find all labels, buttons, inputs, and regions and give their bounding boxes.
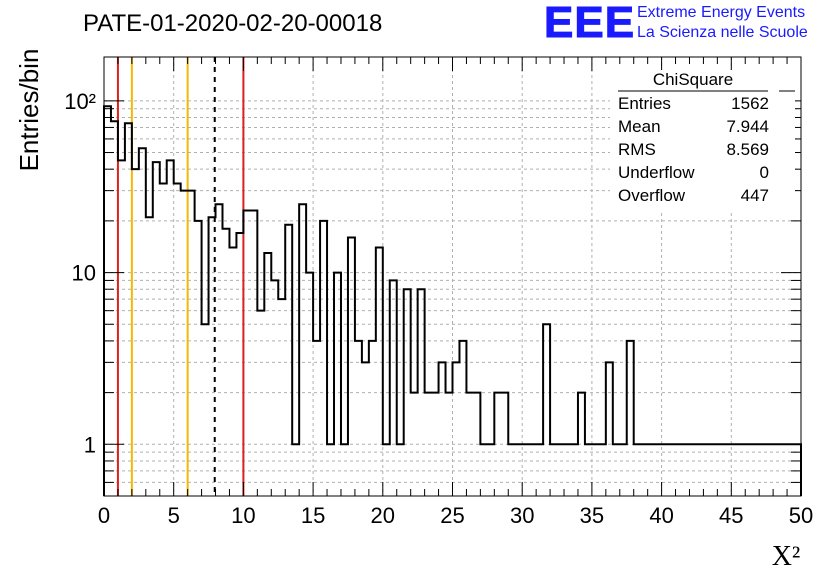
y-axis-label: Entries/bin [14,49,44,172]
x-tick-label: 20 [371,503,395,528]
stats-row-value: 8.569 [726,140,769,159]
stats-row-label: RMS [618,140,656,159]
stats-row-value: 447 [741,186,769,205]
x-tick-label: 50 [789,503,813,528]
x-tick-label: 25 [440,503,464,528]
y-tick-label: 10 [72,261,96,286]
x-tick-label: 15 [301,503,325,528]
x-tick-label: 40 [649,503,673,528]
axis-ticks [103,57,802,497]
x-tick-label: 30 [510,503,534,528]
org-name-line-1: Extreme Energy Events [637,4,806,21]
stats-row-label: Mean [618,117,661,136]
stats-row-label: Overflow [618,186,686,205]
x-tick-label: 5 [168,503,180,528]
x-axis-label: X² [772,541,801,572]
stats-row-value: 1562 [731,94,769,113]
x-tick-label: 10 [231,503,255,528]
y-tick-label: 1 [84,432,96,457]
vertical-markers [116,57,245,496]
y-tick-label: 10² [64,89,96,114]
stats-row-label: Entries [618,94,671,113]
stats-box-title: ChiSquare [653,70,733,89]
stats-row-value: 7.944 [726,117,769,136]
stats-row-value: 0 [760,163,769,182]
eee-logo: EEE [543,0,636,47]
stats-row-label: Underflow [618,163,695,182]
histogram-outline [103,105,802,496]
x-tick-label: 35 [580,503,604,528]
x-tick-label: 45 [719,503,743,528]
plot-title: PATE-01-2020-02-20-00018 [83,10,383,37]
axis-tick-labels: 0 5 10 15 20 25 30 35 40 45 50 1 10 10² [64,89,813,528]
stats-box-background [610,70,795,210]
stats-box: ChiSquare Entries 1562 Mean 7.944 RMS 8.569 Un… [610,70,795,210]
org-name-line-2: La Scienza nelle Scuole [637,24,808,41]
x-tick-label: 0 [98,503,110,528]
